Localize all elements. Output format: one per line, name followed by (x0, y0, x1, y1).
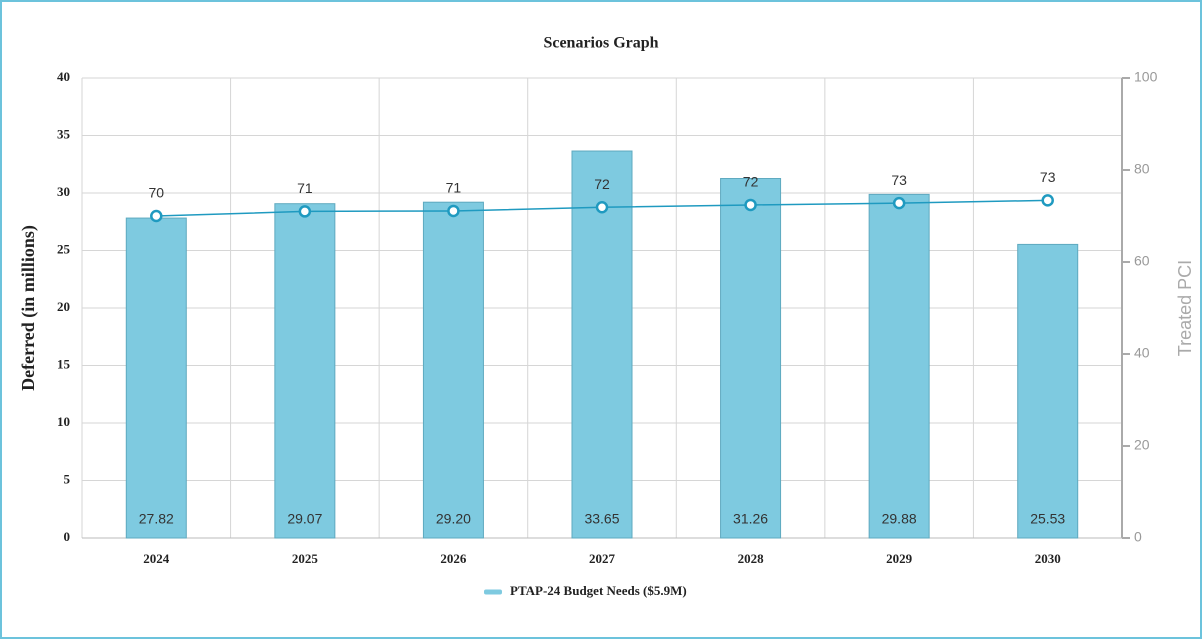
y-tick-label: 10 (57, 414, 70, 429)
bar-value-label: 27.82 (139, 511, 174, 527)
bar-value-label: 29.88 (882, 511, 917, 527)
y2-axis-label: Treated PCI (1175, 260, 1195, 356)
line-value-label: 71 (297, 180, 313, 196)
x-tick-label: 2029 (886, 551, 913, 566)
y-axis-label: Deferred (in millions) (18, 225, 39, 391)
line-point (150, 209, 163, 223)
bar-value-label: 33.65 (584, 511, 619, 527)
x-tick-label: 2024 (143, 551, 170, 566)
line-point (1041, 194, 1054, 207)
line-value-label: 73 (891, 172, 907, 188)
line-point (447, 204, 460, 218)
y2-tick-label: 60 (1134, 253, 1150, 269)
y-tick-label: 20 (57, 299, 70, 314)
y-tick-label: 25 (57, 241, 71, 256)
x-tick-label: 2027 (589, 551, 616, 566)
bar-value-label: 31.26 (733, 511, 768, 527)
bar (720, 178, 782, 539)
y-tick-label: 5 (64, 471, 71, 486)
line-point (744, 198, 757, 212)
line-point (892, 196, 906, 210)
bar (274, 203, 336, 539)
line-point (298, 205, 312, 218)
bar (571, 150, 633, 539)
y-tick-label: 0 (64, 529, 71, 544)
chart-title: Scenarios Graph (543, 35, 658, 52)
y2-tick-label: 40 (1134, 345, 1150, 361)
bar-value-label: 25.53 (1030, 511, 1065, 527)
line-value-label: 70 (148, 185, 164, 201)
x-tick-label: 2030 (1035, 551, 1061, 566)
line-value-label: 72 (743, 174, 759, 190)
y-tick-label: 40 (57, 69, 70, 84)
legend-swatch (484, 589, 502, 595)
bar-value-label: 29.07 (287, 511, 322, 527)
y-tick-label: 30 (57, 184, 70, 199)
x-tick-label: 2028 (738, 551, 765, 566)
y-tick-label: 35 (57, 126, 71, 141)
bar (1017, 243, 1079, 539)
bar (868, 193, 930, 539)
y2-tick-label: 0 (1134, 529, 1142, 545)
line-point (595, 201, 609, 214)
bar-value-label: 29.20 (436, 511, 471, 527)
y2-tick-label: 80 (1134, 161, 1150, 177)
line-value-label: 71 (446, 180, 462, 196)
y2-tick-label: 100 (1134, 69, 1158, 85)
line-value-label: 72 (594, 176, 610, 192)
bar (422, 201, 484, 539)
line-value-label: 73 (1040, 169, 1056, 185)
bar (125, 217, 187, 539)
legend-label: PTAP-24 Budget Needs ($5.9M) (510, 583, 687, 598)
x-tick-label: 2026 (440, 551, 467, 566)
y-tick-label: 15 (57, 356, 71, 371)
y2-tick-label: 20 (1134, 437, 1150, 453)
x-tick-label: 2025 (292, 551, 319, 566)
